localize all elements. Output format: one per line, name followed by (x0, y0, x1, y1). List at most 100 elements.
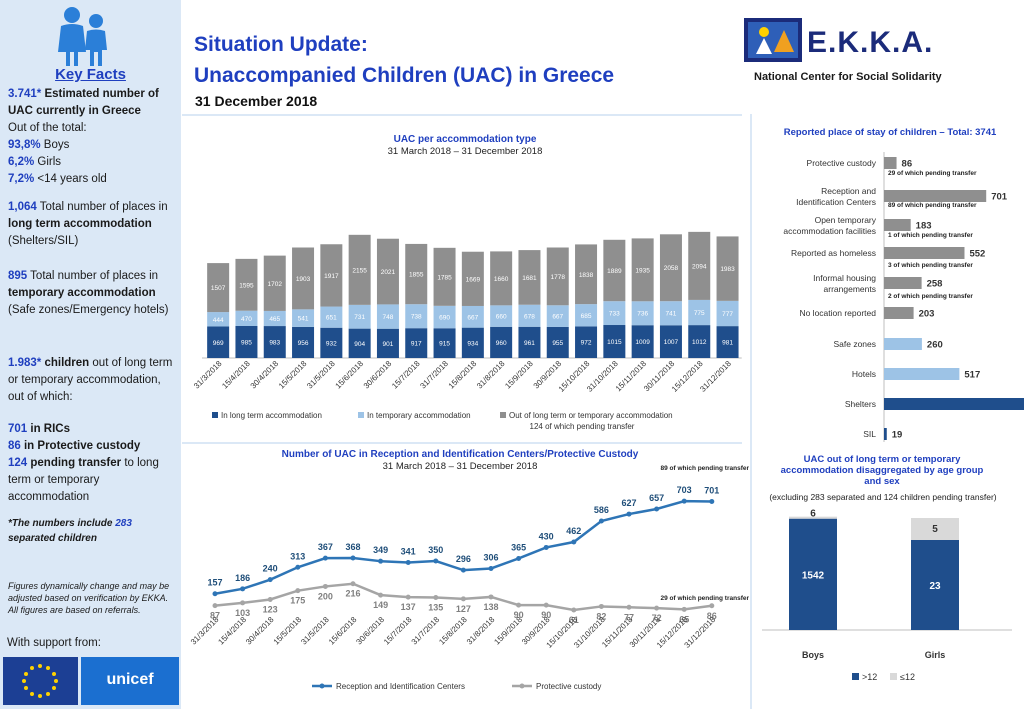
temp-text-2: (Safe zones/Emergency hotels) (8, 304, 169, 316)
chart1-bar-1 (348, 328, 371, 358)
chart3-annotation: 2 of which pending transfer (888, 293, 973, 300)
chart1-bar-1 (461, 327, 484, 358)
chart1-data-label: 934 (467, 340, 478, 347)
divider-vertical (750, 114, 752, 709)
chart2-data-label: 430 (539, 531, 554, 541)
chart1-data-label: 651 (326, 315, 337, 322)
chart2-subtitle: 31 March 2018 – 31 December 2018 (382, 461, 538, 472)
chart1-subtitle: 31 March 2018 – 31 December 2018 (387, 146, 543, 157)
chart2-point (433, 594, 439, 600)
chart2-data-label: 149 (373, 600, 388, 610)
chart2-data-label: 367 (318, 542, 333, 552)
chart2-point (267, 577, 273, 583)
chart1-data-label: 775 (694, 310, 705, 317)
chart1-data-label: 741 (666, 311, 677, 318)
chart1-data-label: 2058 (664, 265, 679, 272)
chart2-series-line-1 (214, 499, 712, 595)
chart2-point (267, 596, 273, 602)
chart1-data-label: 685 (581, 313, 592, 320)
chart3-bar (884, 398, 1024, 410)
chart2-data-label: 313 (290, 551, 305, 561)
chart1-tick-label: 15/5/2018 (277, 359, 309, 391)
chart1-bar-3 (235, 258, 258, 311)
chart1-bar-3 (490, 251, 513, 306)
note-text-1: *The numbers include (8, 518, 116, 529)
chart1-data-label: 901 (383, 341, 394, 348)
chart1-tick-label: 15/6/2018 (334, 359, 366, 391)
chart1-data-label: 1889 (607, 268, 622, 275)
chart2-legend-label: Reception and Identification Centers (336, 682, 465, 691)
note-value: 283 (115, 518, 132, 529)
chart1-bar-1 (263, 326, 286, 358)
under14-pct: 7,2% (8, 173, 35, 185)
chart1-data-label: 1903 (296, 276, 311, 283)
pending-text: to long term or temporary accommodation (8, 457, 159, 503)
chart1-tick-label: 30/4/2018 (249, 359, 281, 391)
chart2-point (212, 591, 218, 597)
divider-middle (182, 442, 742, 444)
chart3-bar (884, 428, 887, 440)
chart2-data-label: 90 (514, 610, 524, 620)
chart1-data-label: 1660 (494, 276, 509, 283)
org-subtitle: National Center for Social Solidarity (754, 71, 942, 83)
chart3-category-label: No location reported (799, 308, 876, 318)
chart1-data-label: 1009 (635, 339, 650, 346)
chart1-data-label: 917 (411, 341, 422, 348)
chart2-point (378, 558, 384, 564)
chart1-bar-1 (320, 327, 343, 358)
chart2-point (488, 565, 494, 571)
chart1-bar-1 (518, 326, 541, 358)
chart2-point (626, 511, 632, 517)
chart2-point (681, 498, 687, 504)
divider-top (182, 114, 742, 116)
long-term-text-2: (Shelters/SIL) (8, 235, 79, 247)
chart1-accommodation-type: 969 444 1507 31/3/2018 985 470 1595 15/4/2018 98… (192, 231, 742, 431)
chart1-tick-label: 31/7/2018 (418, 359, 450, 391)
chart2-point (488, 594, 494, 600)
chart4-data-label: 23 (929, 581, 941, 592)
long-term-text-1: Total number of places in (36, 201, 168, 213)
chart1-bar-1 (292, 326, 315, 358)
chart2-point (240, 586, 246, 592)
chart1-data-label: 1935 (635, 267, 650, 274)
chart2-point (709, 603, 715, 609)
chart4-legend-label: ≤12 (900, 672, 915, 682)
chart3-bar (884, 157, 897, 169)
chart1-bar-2 (575, 304, 598, 327)
chart1-tick-label: 15/7/2018 (390, 359, 422, 391)
chart1-data-label: 444 (213, 317, 224, 324)
chart1-data-label: 1015 (607, 339, 622, 346)
chart2-point (433, 558, 439, 564)
pending-value: 124 (8, 457, 28, 469)
chart2-point (626, 604, 632, 610)
chart2-point (378, 592, 384, 598)
temp-text-1: Total number of places in (27, 270, 159, 282)
chart1-bar-2 (376, 304, 399, 329)
chart1-bar-1 (603, 325, 626, 358)
chart3-bar (884, 247, 965, 259)
chart3-title: Reported place of stay of children – Tot… (783, 127, 997, 138)
chart2-tick-label: 30/6/2018 (354, 615, 386, 647)
children-fact: 1.983* children out of long term or temp… (8, 355, 174, 406)
chart4-data-label: 5 (932, 524, 938, 535)
chart1-data-label: 660 (496, 314, 507, 321)
chart1-footnote: 124 of which pending transfer (530, 422, 635, 431)
chart1-legend-label: Out of long term or temporary accommodat… (509, 411, 673, 420)
chart2-point (350, 581, 356, 587)
chart1-data-label: 541 (298, 316, 309, 323)
chart1-bar-2 (546, 305, 569, 327)
chart3-bar (884, 307, 914, 319)
chart1-data-label: 932 (326, 340, 337, 347)
chart1-data-label: 969 (213, 340, 224, 347)
chart1-bar-2 (405, 304, 428, 329)
chart1-data-label: 1595 (239, 282, 254, 289)
chart2-data-label: 216 (345, 589, 360, 599)
chart1-bar-3 (716, 236, 739, 301)
children-value: 1.983* (8, 357, 42, 369)
chart1-bar-3 (405, 243, 428, 305)
chart2-point (516, 602, 522, 608)
chart3-category-label: Informal housing arrangements (813, 273, 876, 294)
support-label: With support from: (7, 637, 101, 649)
under14-label: <14 years old (34, 173, 107, 185)
chart2-data-label: 87 (210, 611, 220, 621)
